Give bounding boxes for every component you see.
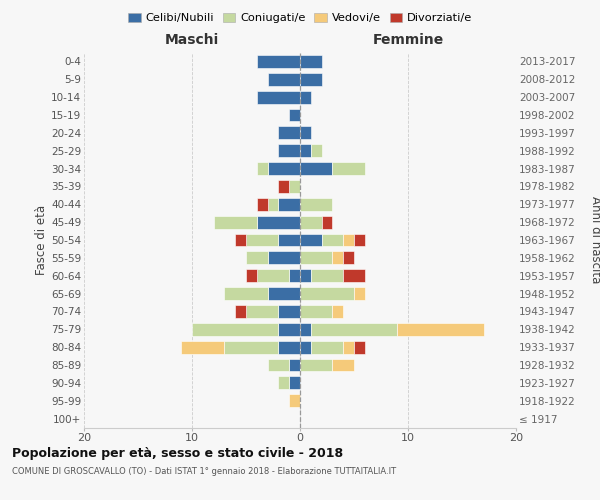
Bar: [354, 340, 365, 353]
Bar: [257, 162, 268, 175]
Bar: [300, 340, 311, 353]
Bar: [257, 55, 300, 68]
Text: COMUNE DI GROSCAVALLO (TO) - Dati ISTAT 1° gennaio 2018 - Elaborazione TUTTAITAL: COMUNE DI GROSCAVALLO (TO) - Dati ISTAT …: [12, 468, 396, 476]
Bar: [268, 198, 278, 210]
Bar: [343, 340, 354, 353]
Bar: [322, 216, 332, 228]
Bar: [246, 234, 278, 246]
Bar: [289, 358, 300, 372]
Bar: [311, 340, 343, 353]
Bar: [278, 144, 300, 157]
Bar: [311, 144, 322, 157]
Bar: [214, 216, 257, 228]
Bar: [300, 90, 311, 104]
Bar: [278, 180, 289, 193]
Bar: [246, 252, 268, 264]
Bar: [268, 73, 300, 86]
Bar: [224, 287, 268, 300]
Bar: [322, 234, 343, 246]
Bar: [181, 340, 224, 353]
Legend: Celibi/Nubili, Coniugati/e, Vedovi/e, Divorziati/e: Celibi/Nubili, Coniugati/e, Vedovi/e, Di…: [124, 8, 476, 28]
Y-axis label: Fasce di età: Fasce di età: [35, 205, 48, 275]
Bar: [300, 270, 311, 282]
Bar: [289, 394, 300, 407]
Bar: [246, 305, 278, 318]
Bar: [300, 287, 354, 300]
Bar: [268, 287, 300, 300]
Bar: [278, 340, 300, 353]
Bar: [300, 198, 332, 210]
Bar: [257, 198, 268, 210]
Bar: [343, 234, 354, 246]
Bar: [289, 270, 300, 282]
Y-axis label: Anni di nascita: Anni di nascita: [589, 196, 600, 284]
Bar: [343, 252, 354, 264]
Text: Popolazione per età, sesso e stato civile - 2018: Popolazione per età, sesso e stato civil…: [12, 448, 343, 460]
Bar: [300, 216, 322, 228]
Bar: [289, 376, 300, 390]
Bar: [332, 305, 343, 318]
Bar: [397, 323, 484, 336]
Bar: [257, 270, 289, 282]
Bar: [300, 234, 322, 246]
Bar: [300, 55, 322, 68]
Bar: [300, 126, 311, 140]
Bar: [300, 305, 332, 318]
Bar: [332, 358, 354, 372]
Bar: [300, 73, 322, 86]
Bar: [257, 216, 300, 228]
Bar: [246, 270, 257, 282]
Bar: [224, 340, 278, 353]
Bar: [235, 234, 246, 246]
Bar: [289, 180, 300, 193]
Text: Femmine: Femmine: [373, 33, 443, 47]
Bar: [300, 323, 311, 336]
Bar: [332, 252, 343, 264]
Bar: [332, 162, 365, 175]
Bar: [278, 198, 300, 210]
Bar: [289, 108, 300, 122]
Bar: [192, 323, 278, 336]
Bar: [235, 305, 246, 318]
Bar: [300, 252, 332, 264]
Bar: [278, 323, 300, 336]
Bar: [354, 287, 365, 300]
Bar: [311, 270, 343, 282]
Bar: [300, 162, 332, 175]
Bar: [300, 358, 332, 372]
Text: Maschi: Maschi: [165, 33, 219, 47]
Bar: [300, 144, 311, 157]
Bar: [278, 126, 300, 140]
Bar: [268, 162, 300, 175]
Bar: [257, 90, 300, 104]
Bar: [268, 252, 300, 264]
Bar: [278, 234, 300, 246]
Bar: [268, 358, 289, 372]
Bar: [343, 270, 365, 282]
Bar: [278, 305, 300, 318]
Bar: [278, 376, 289, 390]
Bar: [311, 323, 397, 336]
Bar: [354, 234, 365, 246]
